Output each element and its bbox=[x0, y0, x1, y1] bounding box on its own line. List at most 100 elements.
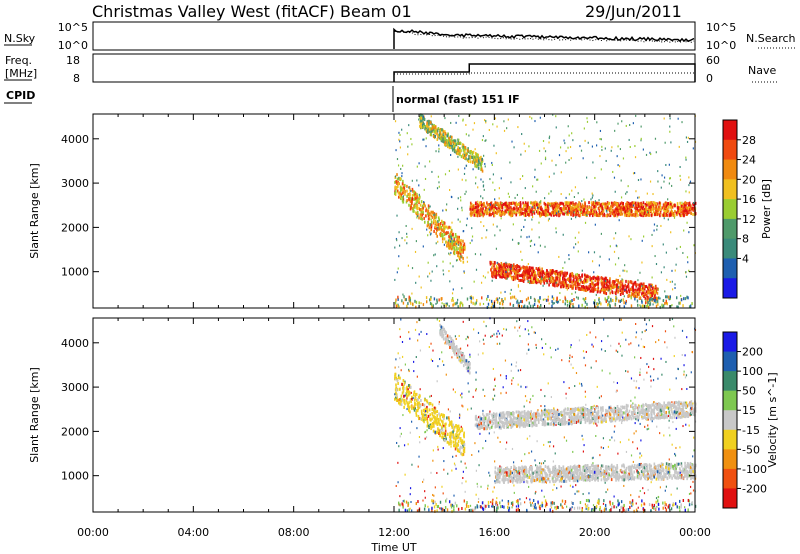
data-cell bbox=[400, 403, 403, 407]
data-cell bbox=[416, 194, 418, 198]
noise-cell bbox=[670, 141, 672, 144]
data-cell bbox=[515, 410, 518, 414]
data-cell bbox=[638, 410, 640, 414]
noise-cell bbox=[594, 200, 597, 203]
noise-cell bbox=[464, 167, 466, 170]
noise-cell bbox=[659, 297, 661, 300]
data-cell bbox=[680, 401, 683, 405]
data-cell bbox=[605, 292, 608, 296]
data-cell bbox=[410, 205, 412, 209]
data-cell bbox=[580, 285, 583, 289]
noise-cell bbox=[411, 292, 413, 295]
data-cell bbox=[616, 284, 619, 288]
data-cell bbox=[507, 274, 509, 278]
noise-cell bbox=[614, 263, 617, 266]
data-cell bbox=[404, 189, 406, 193]
data-cell bbox=[616, 213, 619, 217]
data-cell bbox=[431, 127, 434, 131]
data-cell bbox=[643, 285, 645, 289]
data-cell bbox=[472, 155, 475, 159]
data-cell bbox=[545, 274, 548, 278]
data-cell bbox=[430, 223, 433, 227]
ground-cell bbox=[457, 305, 459, 309]
data-cell bbox=[466, 149, 469, 153]
data-cell bbox=[444, 143, 446, 147]
data-cell bbox=[462, 449, 465, 453]
data-cell bbox=[399, 189, 402, 193]
data-cell bbox=[527, 204, 529, 208]
noise-cell bbox=[610, 149, 612, 152]
data-cell bbox=[688, 201, 691, 205]
data-cell bbox=[683, 206, 685, 210]
data-cell bbox=[617, 290, 619, 294]
data-cell bbox=[446, 433, 449, 437]
noise-cell bbox=[547, 219, 550, 222]
noise-cell bbox=[568, 254, 570, 257]
data-cell bbox=[648, 210, 650, 214]
data-cell bbox=[497, 209, 500, 213]
noise-cell bbox=[613, 250, 616, 253]
data-cell bbox=[575, 275, 578, 279]
data-cell bbox=[474, 205, 477, 209]
data-cell bbox=[649, 207, 652, 211]
data-cell bbox=[421, 403, 424, 407]
data-cell bbox=[591, 281, 594, 285]
data-cell bbox=[441, 232, 444, 236]
noise-cell bbox=[649, 151, 651, 154]
noise-cell bbox=[442, 260, 444, 263]
data-cell bbox=[659, 208, 662, 212]
data-cell bbox=[576, 276, 579, 280]
data-cell bbox=[643, 295, 645, 299]
data-cell bbox=[684, 201, 687, 205]
noise-cell bbox=[486, 229, 488, 232]
data-cell bbox=[536, 278, 539, 282]
data-cell bbox=[556, 211, 559, 215]
noise-cell bbox=[496, 272, 499, 275]
data-cell bbox=[640, 201, 643, 205]
data-cell bbox=[667, 406, 670, 410]
data-cell bbox=[488, 213, 491, 217]
ground-cell bbox=[596, 302, 598, 306]
data-cell bbox=[421, 411, 423, 415]
data-cell bbox=[452, 232, 454, 236]
data-cell bbox=[414, 393, 417, 397]
data-cell bbox=[592, 289, 595, 293]
noise-cell bbox=[599, 255, 601, 258]
noise-cell bbox=[591, 145, 594, 148]
data-cell bbox=[460, 439, 462, 443]
data-cell bbox=[435, 212, 438, 216]
data-cell bbox=[427, 210, 430, 214]
data-cell bbox=[517, 264, 519, 268]
noise-cell bbox=[498, 197, 500, 200]
data-cell bbox=[459, 430, 462, 434]
data-cell bbox=[443, 221, 446, 225]
data-cell bbox=[638, 283, 640, 287]
data-cell bbox=[448, 418, 450, 422]
data-cell bbox=[436, 137, 439, 141]
data-cell bbox=[453, 444, 455, 448]
data-cell bbox=[609, 277, 611, 281]
data-cell bbox=[498, 269, 500, 273]
data-cell bbox=[544, 276, 547, 280]
noise-cell bbox=[523, 142, 525, 145]
noise-cell bbox=[661, 174, 663, 177]
data-cell bbox=[431, 125, 434, 129]
data-cell bbox=[419, 213, 422, 217]
noise-cell bbox=[674, 287, 676, 290]
data-cell bbox=[549, 202, 552, 206]
data-cell bbox=[418, 197, 420, 201]
data-cell bbox=[571, 286, 573, 290]
data-cell bbox=[547, 207, 550, 211]
data-cell bbox=[454, 248, 456, 252]
noise-cell bbox=[402, 195, 404, 198]
noise-cell bbox=[429, 205, 431, 208]
data-cell bbox=[443, 237, 446, 241]
ground-cell bbox=[595, 305, 597, 309]
data-cell bbox=[564, 422, 567, 426]
noise-cell bbox=[510, 288, 512, 291]
data-cell bbox=[413, 204, 415, 208]
noise-cell bbox=[641, 285, 643, 288]
noise-cell bbox=[449, 253, 451, 256]
data-cell bbox=[642, 405, 644, 409]
data-cell bbox=[430, 210, 433, 214]
